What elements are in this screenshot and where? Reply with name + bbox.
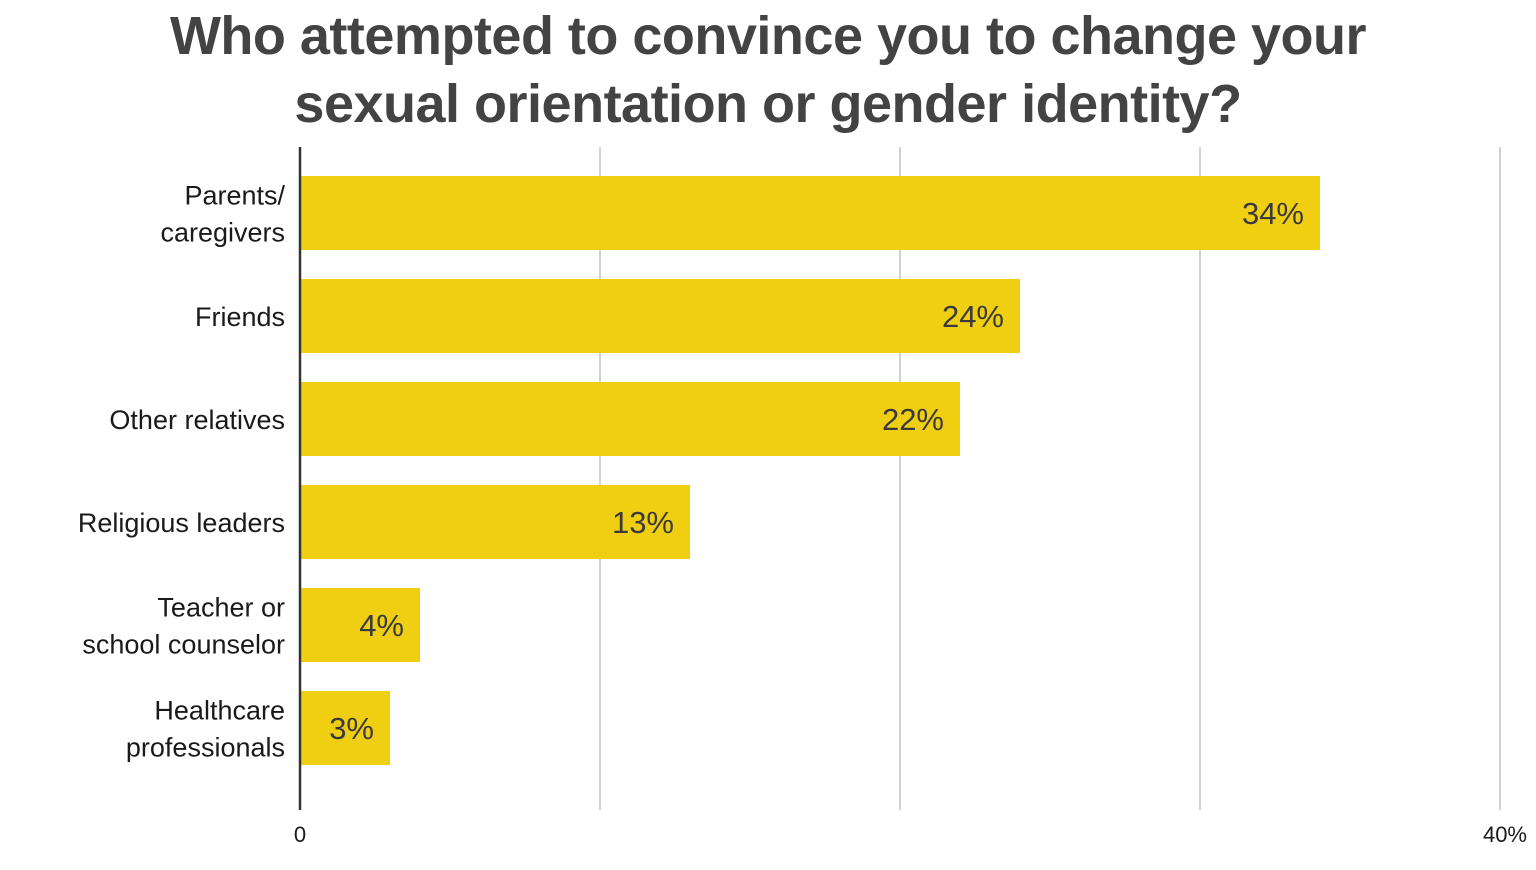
- bar-value-label-2: 22%: [882, 402, 944, 437]
- bars: [300, 176, 1320, 765]
- bar-value-label-5: 3%: [329, 711, 374, 746]
- labels: 34% Parents/caregivers 24% Friends 22% Other …: [78, 181, 1527, 848]
- bar-value-label-4: 4%: [359, 608, 404, 643]
- category-label-4: Teacher or school counselor: [82, 593, 285, 660]
- bar-1: [300, 279, 1020, 353]
- chart-title-line-1: Who attempted to convince you to change …: [169, 6, 1367, 66]
- x-tick-label-0: 0: [294, 822, 306, 847]
- x-tick-label-40: 40%: [1483, 822, 1527, 847]
- category-label-3: Religious leaders: [78, 508, 285, 538]
- bar-0: [300, 176, 1320, 250]
- bar-value-label-0: 34%: [1242, 196, 1304, 231]
- category-label-5: Healthcare professionals: [126, 696, 285, 763]
- chart-title: Who attempted to convince you to change …: [0, 2, 1536, 138]
- bar-value-label-3: 13%: [612, 505, 674, 540]
- category-label-1: Friends: [195, 302, 285, 332]
- bar-value-label-1: 24%: [942, 299, 1004, 334]
- grid-lines: [599, 147, 1501, 810]
- chart-title-line-2: sexual orientation or gender identity?: [294, 74, 1242, 134]
- bar-2: [300, 382, 960, 456]
- bar-3: [300, 485, 690, 559]
- bar-5: [300, 691, 390, 765]
- category-label-2: Other relatives: [109, 405, 285, 435]
- bar-4: [300, 588, 420, 662]
- category-label-0: Parents/caregivers: [160, 181, 285, 248]
